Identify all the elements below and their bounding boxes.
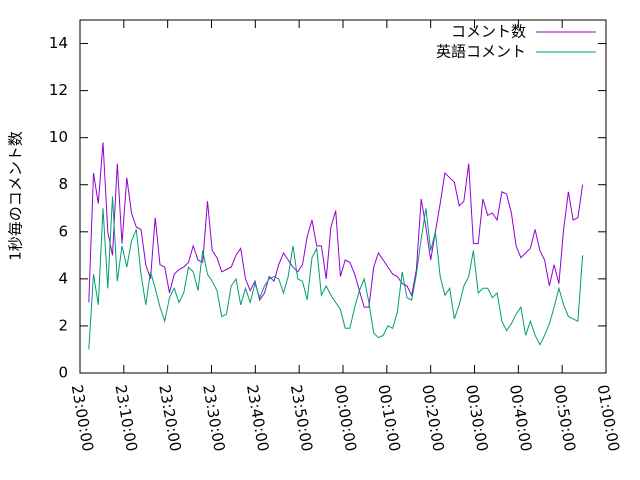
y-tick-label: 10 (49, 128, 68, 146)
y-axis-label: 1秒毎のコメント数 (7, 131, 25, 261)
legend-label: 英語コメント (436, 43, 526, 61)
legend-label: コメント数 (451, 23, 526, 41)
y-tick-label: 14 (49, 34, 68, 52)
x-tick-label: 00:40:00 (506, 383, 535, 452)
x-tick-label: 00:00:00 (331, 383, 360, 452)
x-tick-label: 01:00:00 (594, 383, 623, 452)
y-tick-label: 2 (58, 316, 68, 334)
series-line (88, 196, 584, 350)
y-tick-label: 12 (49, 81, 68, 99)
x-tick-label: 23:00:00 (68, 383, 97, 452)
x-tick-label: 23:10:00 (111, 383, 140, 452)
y-tick-label: 6 (58, 222, 68, 240)
x-tick-label: 23:20:00 (155, 383, 184, 452)
y-tick-label: 0 (58, 364, 68, 382)
y-tick-label: 8 (58, 175, 68, 193)
x-tick-label: 00:30:00 (462, 383, 491, 452)
x-tick-label: 00:50:00 (550, 383, 579, 452)
x-tick-label: 00:10:00 (374, 383, 403, 452)
series-line (88, 142, 584, 308)
x-tick-label: 00:20:00 (418, 383, 447, 452)
y-tick-label: 4 (58, 269, 68, 287)
x-tick-label: 23:50:00 (287, 383, 316, 452)
x-tick-label: 23:40:00 (243, 383, 272, 452)
x-tick-label: 23:30:00 (199, 383, 228, 452)
